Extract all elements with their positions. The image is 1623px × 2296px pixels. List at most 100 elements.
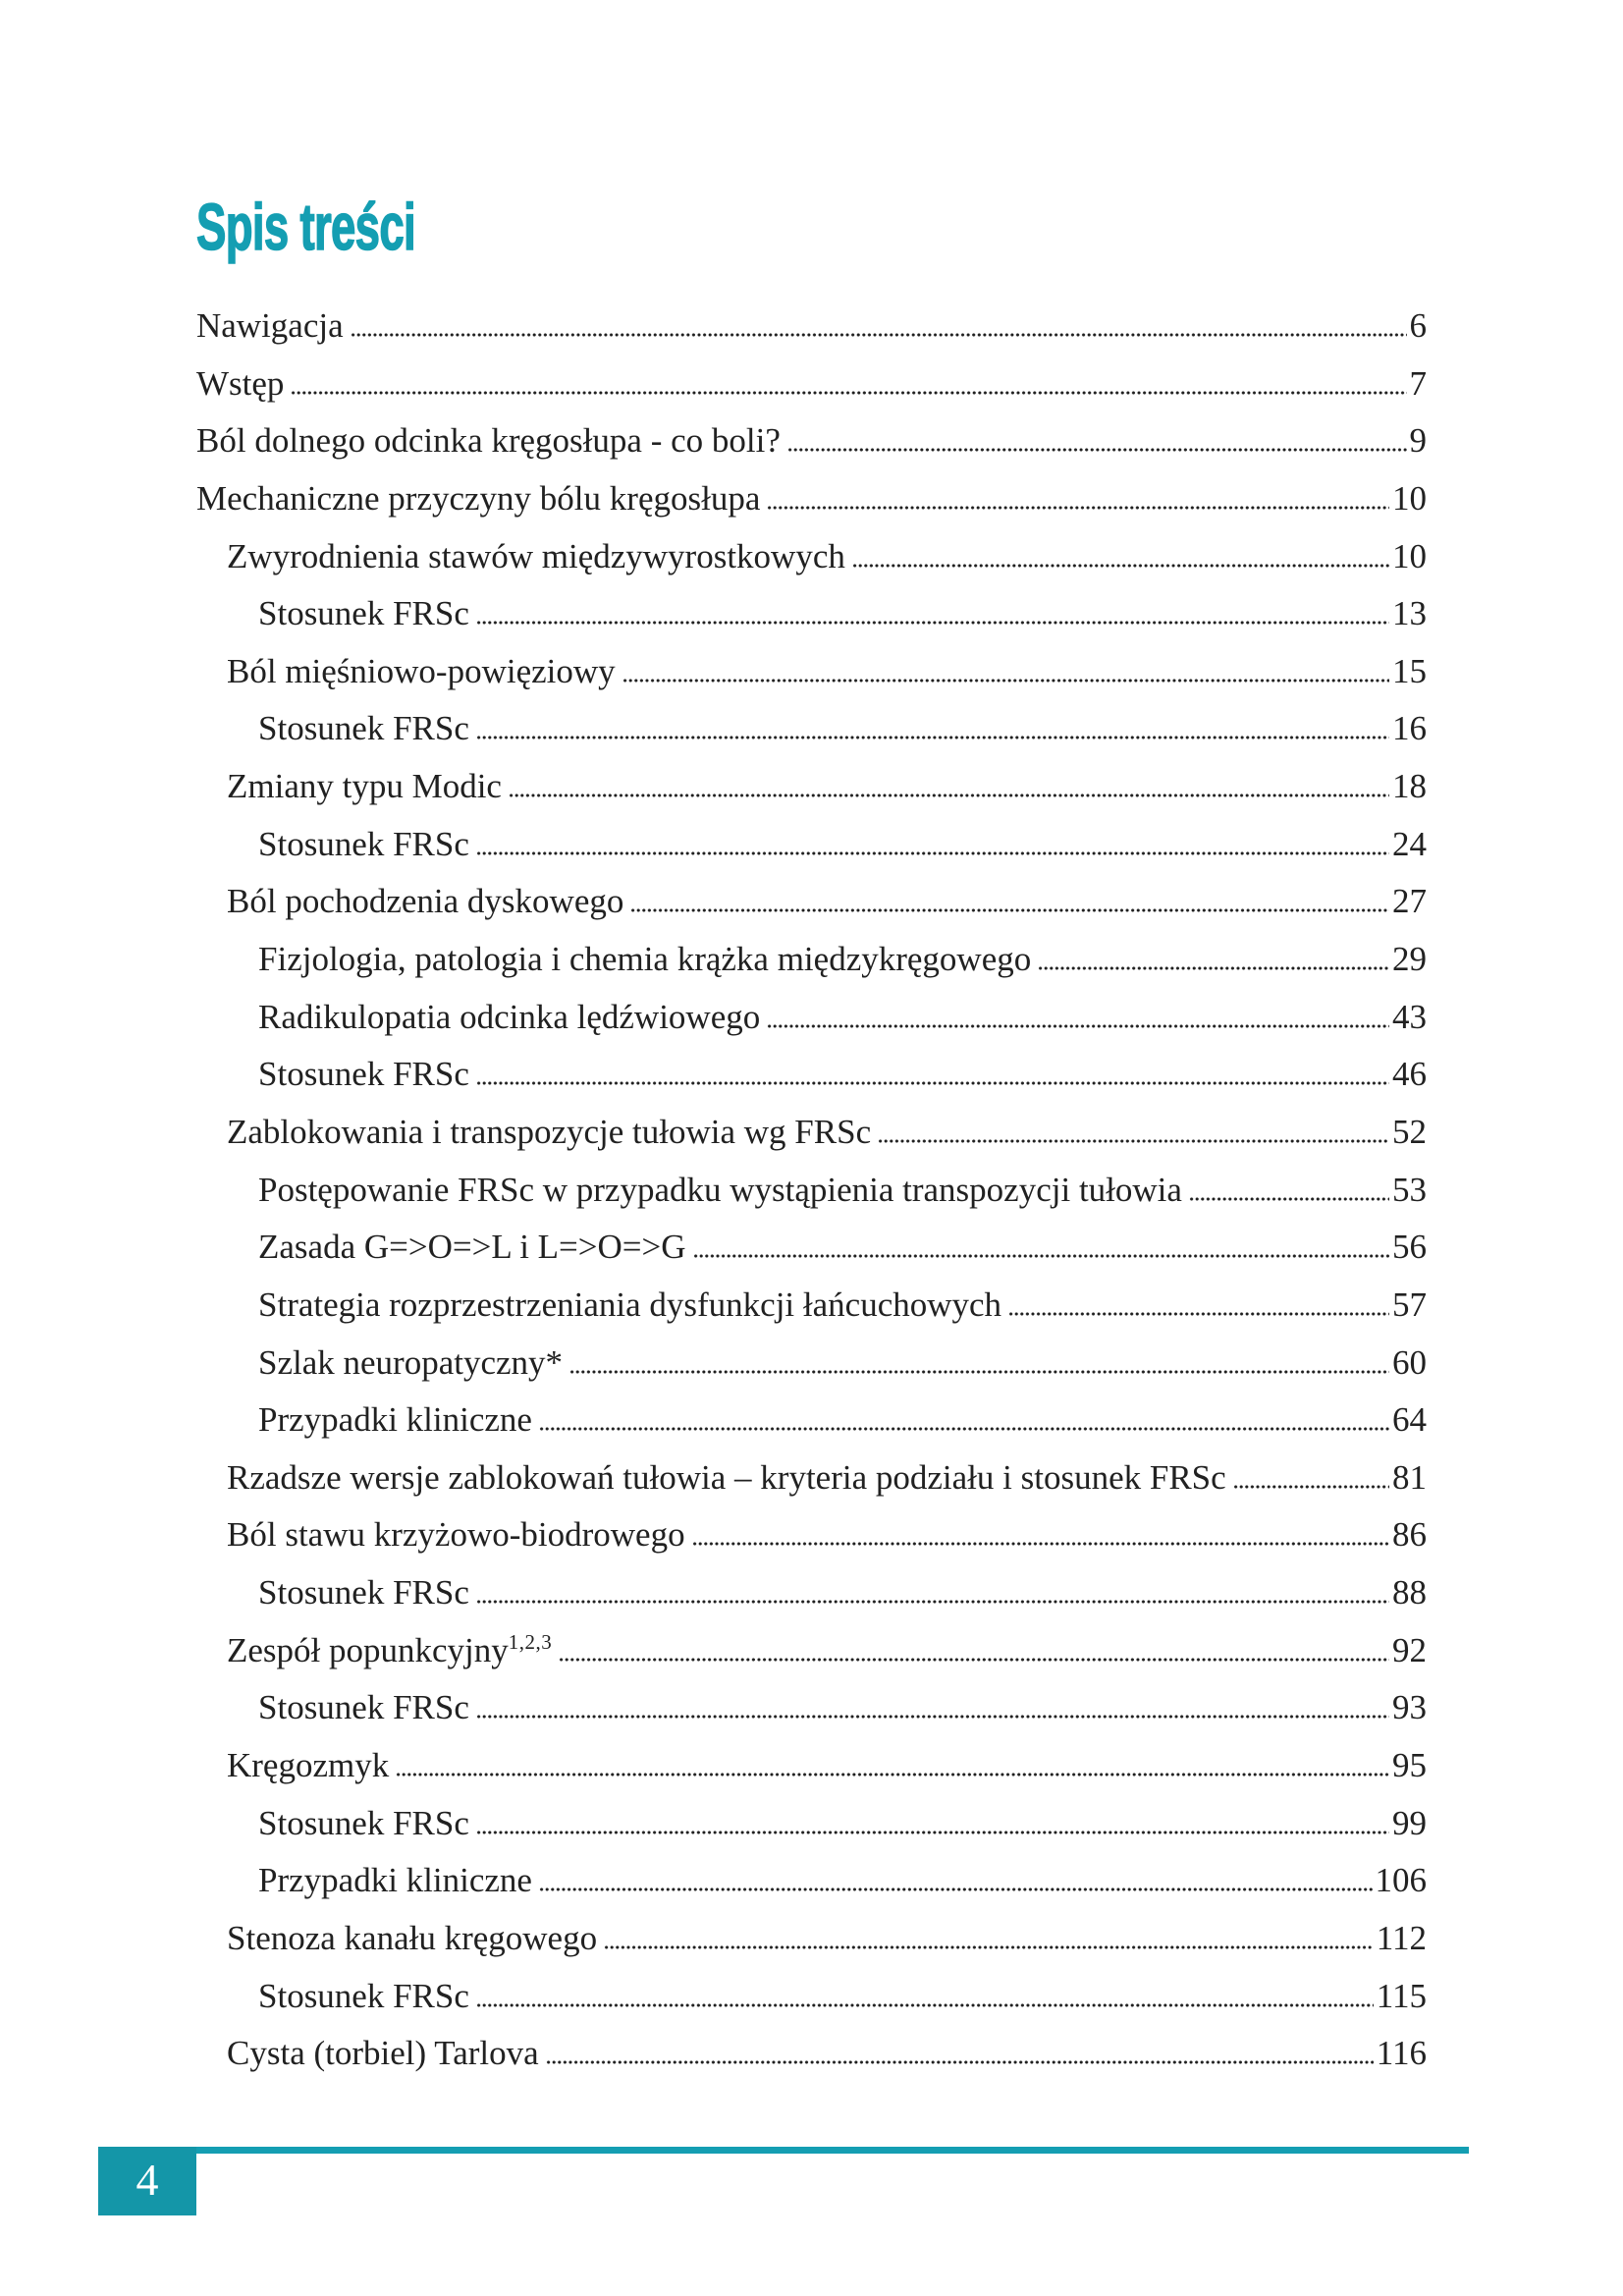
toc-entry[interactable]: Stosunek FRSc 99 xyxy=(196,1795,1427,1853)
toc-entry[interactable]: Zwyrodnienia stawów międzywyrostkowych 10 xyxy=(196,528,1427,586)
toc-entry-label: Stosunek FRSc xyxy=(258,700,469,758)
toc-entry-page: 29 xyxy=(1392,940,1427,979)
toc-entry-label: Stosunek FRSc xyxy=(258,1564,469,1622)
toc-dot-leader xyxy=(786,448,1407,453)
toc-dot-leader xyxy=(350,333,1407,337)
toc-entry[interactable]: Ból pochodzenia dyskowego 27 xyxy=(196,873,1427,931)
toc-entry-label-text: Stosunek FRSc xyxy=(258,1573,469,1613)
toc-dot-leader xyxy=(691,1542,1389,1547)
toc-dot-leader xyxy=(475,2002,1374,2007)
toc-entry[interactable]: Mechaniczne przyczyny bólu kręgosłupa 10 xyxy=(196,470,1427,528)
toc-entry[interactable]: Fizjologia, patologia i chemia krążka mi… xyxy=(196,931,1427,989)
toc-entry[interactable]: Postępowanie FRSc w przypadku wystąpieni… xyxy=(196,1162,1427,1220)
toc-entry-page: 52 xyxy=(1392,1112,1427,1151)
toc-entry-page: 24 xyxy=(1392,824,1427,863)
toc-entry[interactable]: Zespół popunkcyjny1,2,3 92 xyxy=(196,1622,1427,1680)
toc-entry[interactable]: Przypadki kliniczne 106 xyxy=(196,1852,1427,1910)
toc-entry[interactable]: Kręgozmyk 95 xyxy=(196,1737,1427,1795)
toc-entry-label-text: Strategia rozprzestrzeniania dysfunkcji … xyxy=(258,1285,1002,1324)
toc-dot-leader xyxy=(767,1023,1389,1028)
toc-entry-label: Szlak neuropatyczny* xyxy=(258,1335,563,1393)
toc-entry-label-text: Wstęp xyxy=(196,363,285,403)
toc-entry-label-text: Stosunek FRSc xyxy=(258,1803,469,1842)
toc-entry[interactable]: Zasada G=>O=>L i L=>O=>G 56 xyxy=(196,1219,1427,1277)
toc-entry-label-text: Zasada G=>O=>L i L=>O=>G xyxy=(258,1228,686,1267)
toc-entry-label: Nawigacja xyxy=(196,298,344,355)
toc-entry[interactable]: Stosunek FRSc 46 xyxy=(196,1046,1427,1104)
toc-dot-leader xyxy=(291,390,1407,395)
toc-entry-label: Ból stawu krzyżowo-biodrowego xyxy=(227,1506,685,1564)
toc-entry-label: Radikulopatia odcinka lędźwiowego xyxy=(258,989,760,1047)
toc-entry-label: Ból pochodzenia dyskowego xyxy=(227,873,623,931)
toc-entry[interactable]: Stosunek FRSc 88 xyxy=(196,1564,1427,1622)
toc-entry-label-text: Stosunek FRSc xyxy=(258,1688,469,1727)
toc-entry[interactable]: Zablokowania i transpozycje tułowia wg F… xyxy=(196,1104,1427,1162)
toc-entry-label: Postępowanie FRSc w przypadku wystąpieni… xyxy=(258,1162,1182,1220)
toc-dot-leader xyxy=(475,736,1389,740)
toc-entry[interactable]: Cysta (torbiel) Tarlova 116 xyxy=(196,2025,1427,2083)
toc-entry[interactable]: Zmiany typu Modic 18 xyxy=(196,758,1427,816)
toc-entry-label-text: Rzadsze wersje zablokowań tułowia – kryt… xyxy=(227,1457,1226,1497)
toc-entry[interactable]: Wstęp 7 xyxy=(196,355,1427,413)
toc-entry-label-text: Nawigacja xyxy=(196,306,344,345)
toc-entry-label: Zasada G=>O=>L i L=>O=>G xyxy=(258,1219,686,1277)
toc-entry[interactable]: Ból dolnego odcinka kręgosłupa - co boli… xyxy=(196,412,1427,470)
toc-dot-leader xyxy=(545,2060,1374,2065)
toc-entry-label: Stosunek FRSc xyxy=(258,816,469,874)
toc-entry-label: Przypadki kliniczne xyxy=(258,1852,532,1910)
footer-rule xyxy=(196,2147,1469,2154)
toc-entry-label: Zwyrodnienia stawów międzywyrostkowych xyxy=(227,528,845,586)
toc-entry[interactable]: Przypadki kliniczne 64 xyxy=(196,1392,1427,1449)
toc-entry-label: Cysta (torbiel) Tarlova xyxy=(227,2025,539,2083)
toc-entry-label-text: Zablokowania i transpozycje tułowia wg F… xyxy=(227,1112,872,1151)
toc-entry[interactable]: Stenoza kanału kręgowego 112 xyxy=(196,1910,1427,1968)
toc-entry-label: Stosunek FRSc xyxy=(258,1046,469,1104)
toc-entry-label: Zmiany typu Modic xyxy=(227,758,502,816)
toc-entry-label: Zespół popunkcyjny1,2,3 xyxy=(227,1622,552,1680)
toc-entry[interactable]: Ból mięśniowo-powięziowy 15 xyxy=(196,643,1427,701)
toc-entry-label-text: Stosunek FRSc xyxy=(258,709,469,748)
toc-entry[interactable]: Ból stawu krzyżowo-biodrowego 86 xyxy=(196,1506,1427,1564)
toc-entry-page: 46 xyxy=(1392,1055,1427,1094)
toc-entry-page: 86 xyxy=(1392,1515,1427,1555)
toc-entry-label: Strategia rozprzestrzeniania dysfunkcji … xyxy=(258,1277,1001,1335)
toc-entry-label: Stosunek FRSc xyxy=(258,1968,469,2026)
toc-entry[interactable]: Stosunek FRSc 16 xyxy=(196,700,1427,758)
toc-entry-label: Ból mięśniowo-powięziowy xyxy=(227,643,616,701)
toc-entry-page: 10 xyxy=(1392,478,1427,518)
toc-dot-leader xyxy=(508,793,1389,798)
toc-dot-leader xyxy=(604,1944,1374,1949)
toc-entry-page: 13 xyxy=(1392,594,1427,633)
toc-entry-label: Zablokowania i transpozycje tułowia wg F… xyxy=(227,1104,871,1162)
toc-entry-page: 115 xyxy=(1376,1976,1427,2015)
toc-dot-leader xyxy=(475,1081,1389,1086)
toc-entry[interactable]: Rzadsze wersje zablokowań tułowia – kryt… xyxy=(196,1449,1427,1507)
toc-dot-leader xyxy=(569,1369,1389,1374)
toc-entry[interactable]: Stosunek FRSc 13 xyxy=(196,585,1427,643)
toc-entry-label: Stosunek FRSc xyxy=(258,1679,469,1737)
toc-entry[interactable]: Radikulopatia odcinka lędźwiowego 43 xyxy=(196,989,1427,1047)
toc-entry-label-text: Stenoza kanału kręgowego xyxy=(227,1918,598,1957)
toc-entry-page: 112 xyxy=(1376,1918,1427,1957)
toc-entry-page: 88 xyxy=(1392,1573,1427,1613)
toc-entry-label: Fizjologia, patologia i chemia krążka mi… xyxy=(258,931,1031,989)
toc-entry-page: 81 xyxy=(1392,1457,1427,1497)
toc-entry-label: Stosunek FRSc xyxy=(258,585,469,643)
toc-entry-page: 106 xyxy=(1375,1861,1428,1900)
toc-entry-label-text: Stosunek FRSc xyxy=(258,594,469,633)
toc-entry[interactable]: Stosunek FRSc 24 xyxy=(196,816,1427,874)
toc-entry-page: 53 xyxy=(1392,1170,1427,1209)
toc-entry-page: 99 xyxy=(1392,1803,1427,1842)
toc-entry-label: Mechaniczne przyczyny bólu kręgosłupa xyxy=(196,470,760,528)
toc-entry[interactable]: Nawigacja 6 xyxy=(196,298,1427,355)
toc-dot-leader xyxy=(878,1138,1389,1143)
toc-entry-page: 116 xyxy=(1376,2034,1427,2073)
toc-entry-page: 43 xyxy=(1392,997,1427,1036)
toc-entry[interactable]: Stosunek FRSc 93 xyxy=(196,1679,1427,1737)
toc-entry[interactable]: Szlak neuropatyczny* 60 xyxy=(196,1335,1427,1393)
toc-entry[interactable]: Strategia rozprzestrzeniania dysfunkcji … xyxy=(196,1277,1427,1335)
toc-entry[interactable]: Stosunek FRSc 115 xyxy=(196,1968,1427,2026)
toc-entry-page: 60 xyxy=(1392,1342,1427,1382)
toc-entry-page: 92 xyxy=(1392,1630,1427,1669)
footer-page-number: 4 xyxy=(135,2155,159,2205)
